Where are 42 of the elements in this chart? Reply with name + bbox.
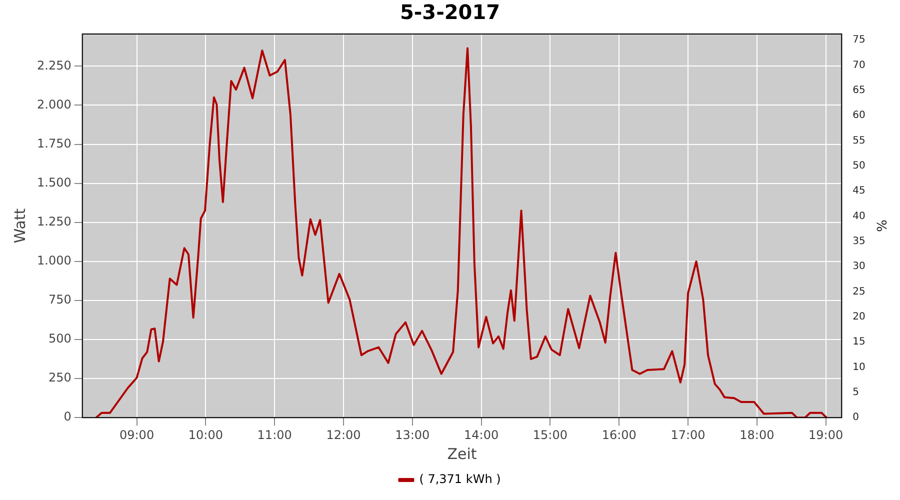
y-tick-label: 1.500 (36, 175, 72, 190)
y-tick-label: 750 (48, 292, 72, 307)
y2-tick-label: 20 (852, 312, 866, 323)
y2-tick-label: 70 (852, 60, 866, 71)
y-axis-title: Watt (10, 208, 29, 244)
x-tick-label: 16:00 (602, 428, 636, 442)
y2-tick-label: 55 (852, 135, 866, 146)
y-tick-label: 250 (48, 370, 72, 385)
y2-tick-label: 15 (852, 336, 866, 348)
x-tick-label: 13:00 (395, 428, 430, 442)
legend-label: ( 7,371 kWh ) (419, 472, 501, 486)
x-tick-label: 12:00 (326, 428, 361, 442)
y-tick-label: 1.750 (36, 136, 72, 150)
y2-tick-label: 25 (852, 286, 866, 298)
y2-tick-label: 0 (852, 412, 860, 424)
x-tick-label: 15:00 (532, 428, 568, 442)
y2-tick-label: 75 (852, 34, 866, 46)
y2-tick-label: 10 (852, 362, 866, 373)
y-tick-label: 1.000 (36, 254, 72, 268)
x-tick-label: 10:00 (188, 428, 223, 442)
y-tick-label: 0 (64, 410, 72, 424)
y2-tick-label: 65 (852, 84, 866, 96)
x-axis-title: Zeit (447, 444, 477, 463)
y2-tick-label: 40 (852, 210, 866, 222)
x-tick-label: 18:00 (740, 428, 774, 442)
y-tick-label: 500 (48, 332, 72, 346)
y2-axis-title: % (872, 220, 888, 232)
x-tick-label: 11:00 (257, 428, 292, 442)
y2-tick-label: 45 (852, 186, 866, 197)
y2-tick-label: 35 (852, 236, 866, 247)
y-tick-label: 2.250 (36, 58, 72, 72)
y2-tick-label: 5 (852, 387, 860, 398)
y2-tick-label: 50 (852, 160, 866, 172)
x-tick-label: 17:00 (670, 428, 706, 442)
y-tick-label: 2.000 (36, 97, 72, 112)
chart-title: 5-3-2017 (400, 0, 500, 24)
y-tick-label: 1.250 (36, 214, 72, 228)
x-tick-label: 14:00 (464, 428, 499, 442)
y2-tick-label: 30 (852, 261, 866, 272)
x-tick-label: 19:00 (808, 428, 844, 442)
y2-tick-label: 60 (852, 110, 866, 122)
x-tick-label: 09:00 (119, 428, 154, 442)
